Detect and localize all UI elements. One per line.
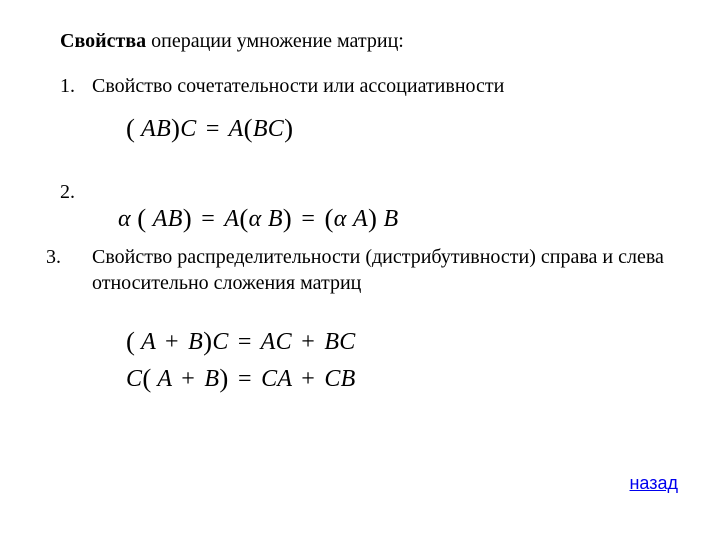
list-number: 1. <box>60 75 92 98</box>
list-item-3: 3. Свойство распределительности (дистриб… <box>60 245 670 296</box>
heading-rest: операции умножение матриц: <box>146 30 404 52</box>
formula-2: α ( AB) = A(α B) = (α A) B <box>60 202 670 233</box>
formula-3-math: ( A + B)C = AC + BCC( A + B) = CA + CB <box>126 329 356 391</box>
list-item-1: 1. Свойство сочетательности или ассоциат… <box>60 75 670 98</box>
list-number: 2. <box>60 181 92 204</box>
formula-2-math: α ( AB) = A(α B) = (α A) B <box>118 206 398 232</box>
page-heading: Свойства операции умножение матриц: <box>60 30 670 53</box>
formula-1-math: ( AB)C = A(BC) <box>126 116 293 142</box>
back-link[interactable]: назад <box>629 473 678 494</box>
list-text: Свойство сочетательности или ассоциативн… <box>92 75 670 98</box>
heading-bold-word: Свойства <box>60 30 146 52</box>
list-item-2: 2. <box>60 181 670 204</box>
slide: Свойства операции умножение матриц: 1. С… <box>0 0 720 540</box>
formula-3: ( A + B)C = AC + BCC( A + B) = CA + CB <box>60 322 670 395</box>
list-number: 3. <box>46 245 92 271</box>
list-text: Свойство распределительности (дистрибути… <box>92 245 670 296</box>
formula-1: ( AB)C = A(BC) <box>60 112 670 143</box>
